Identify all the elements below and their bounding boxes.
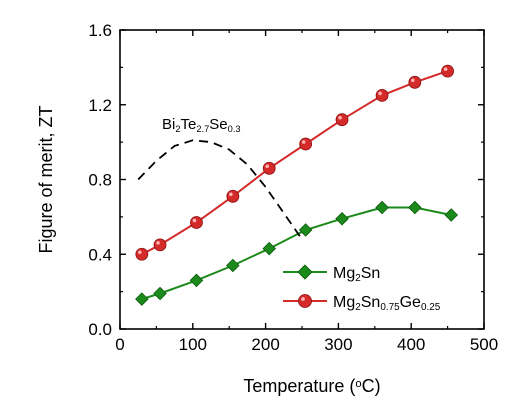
data-point-mg2sn bbox=[444, 208, 459, 222]
marker-highlight bbox=[156, 241, 160, 245]
data-point-mg2sn bbox=[298, 223, 313, 237]
marker-highlight bbox=[338, 115, 342, 120]
series-line-1 bbox=[141, 70, 448, 256]
y-axis-label: Figure of merit, ZT bbox=[36, 105, 56, 253]
y-tick-label: 0.4 bbox=[88, 245, 112, 264]
data-point-mg2sn-ge bbox=[335, 113, 349, 127]
marker-highlight bbox=[411, 78, 415, 83]
x-tick-label: 300 bbox=[324, 335, 352, 354]
x-tick-label: 0 bbox=[115, 335, 124, 354]
data-point-mg2sn-ge bbox=[408, 75, 422, 89]
legend-marker-mg2sn bbox=[297, 264, 313, 280]
series-line-2 bbox=[137, 139, 303, 240]
marker-highlight bbox=[378, 91, 382, 96]
marker-highlight bbox=[301, 297, 305, 301]
y-tick-label: 0.8 bbox=[88, 171, 112, 190]
marker-highlight bbox=[265, 164, 270, 169]
legend-marker-mg2sn-ge bbox=[298, 294, 312, 308]
marker-highlight bbox=[301, 140, 306, 144]
y-tick-label: 1.6 bbox=[88, 21, 112, 40]
data-point-mg2sn-ge bbox=[299, 137, 313, 151]
legend-label-1: Mg2Sn0.75Ge0.25 bbox=[333, 294, 441, 313]
data-point-mg2sn bbox=[153, 286, 167, 301]
data-point-mg2sn bbox=[135, 292, 149, 306]
marker-highlight bbox=[443, 67, 448, 71]
marker-highlight bbox=[229, 192, 233, 197]
data-point-mg2sn bbox=[375, 200, 389, 215]
data-point-mg2sn bbox=[408, 200, 422, 215]
plot-area: 0 100 200 300 400 500 0.0 0.4 0.8 1.2 1.6 Temperatu… bbox=[36, 21, 498, 396]
data-point-mg2sn bbox=[335, 211, 349, 226]
x-tick-label: 100 bbox=[179, 335, 207, 354]
x-axis-label: Temperature (oC) bbox=[243, 376, 380, 396]
y-tick-label: 0.0 bbox=[88, 320, 112, 339]
data-point-mg2sn-ge bbox=[226, 189, 240, 203]
x-tick-label: 400 bbox=[397, 335, 425, 354]
data-point-mg2sn-ge bbox=[262, 161, 276, 175]
marker-highlight bbox=[138, 250, 142, 255]
data-point-mg2sn bbox=[262, 241, 277, 256]
y-tick-label: 1.2 bbox=[88, 96, 112, 115]
legend-label-0: Mg2Sn bbox=[333, 265, 380, 284]
x-tick-label: 200 bbox=[251, 335, 279, 354]
x-tick-label: 500 bbox=[470, 335, 498, 354]
data-point-mg2sn-ge bbox=[153, 238, 167, 252]
plot-frame bbox=[119, 29, 485, 330]
data-point-mg2sn-ge bbox=[375, 89, 389, 102]
data-point-mg2sn-ge bbox=[135, 247, 149, 261]
data-point-mg2sn bbox=[226, 258, 240, 273]
data-point-mg2sn bbox=[189, 273, 204, 288]
data-point-mg2sn-ge bbox=[441, 64, 455, 78]
data-point-mg2sn-ge bbox=[190, 216, 203, 229]
series-annotation-bi2te: Bi2Te2.7Se0.3 bbox=[162, 116, 241, 134]
series-line-0 bbox=[141, 206, 452, 301]
marker-highlight bbox=[192, 218, 197, 223]
